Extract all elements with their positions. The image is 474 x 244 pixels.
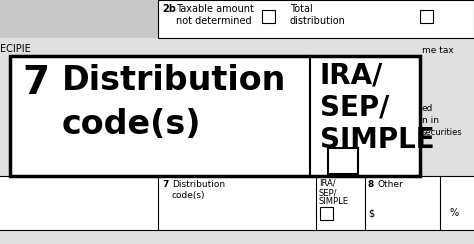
Text: distribution: distribution (290, 16, 346, 26)
Text: $: $ (368, 208, 374, 218)
Bar (0, 38, 474, 56)
Bar (420, 38, 474, 176)
Text: 7: 7 (22, 64, 49, 102)
Text: 7: 7 (162, 180, 168, 189)
Text: securities: securities (422, 128, 463, 137)
Text: code(s): code(s) (62, 108, 201, 141)
Bar (328, 148, 358, 174)
Text: IRA/: IRA/ (319, 179, 336, 188)
Text: ECIPIE: ECIPIE (0, 44, 31, 54)
Text: Other: Other (378, 180, 404, 189)
Text: 8: 8 (368, 180, 374, 189)
Text: not determined: not determined (176, 16, 252, 26)
Text: SEP/: SEP/ (320, 94, 389, 122)
Text: SIMPLE: SIMPLE (320, 126, 435, 154)
Text: code(s): code(s) (172, 191, 206, 200)
Text: SIMPLE: SIMPLE (319, 197, 349, 206)
Bar (0, 38, 10, 176)
Text: Taxable amount: Taxable amount (176, 4, 254, 14)
Text: ed: ed (422, 104, 433, 113)
Text: IRA/: IRA/ (320, 62, 383, 90)
Text: me tax: me tax (422, 46, 454, 55)
Bar (0, 230, 474, 244)
Bar (158, 0, 474, 38)
Text: Total: Total (290, 4, 313, 14)
Text: n in: n in (422, 116, 439, 125)
Text: SEP/: SEP/ (319, 188, 337, 197)
Text: %: % (450, 208, 459, 218)
Bar (0, 176, 474, 230)
Text: 2b: 2b (162, 4, 176, 14)
Bar (262, 10, 275, 23)
Text: Distribution: Distribution (62, 64, 286, 97)
Bar (10, 56, 420, 176)
Bar (320, 207, 333, 220)
Bar (420, 10, 433, 23)
Text: Distribution: Distribution (172, 180, 225, 189)
